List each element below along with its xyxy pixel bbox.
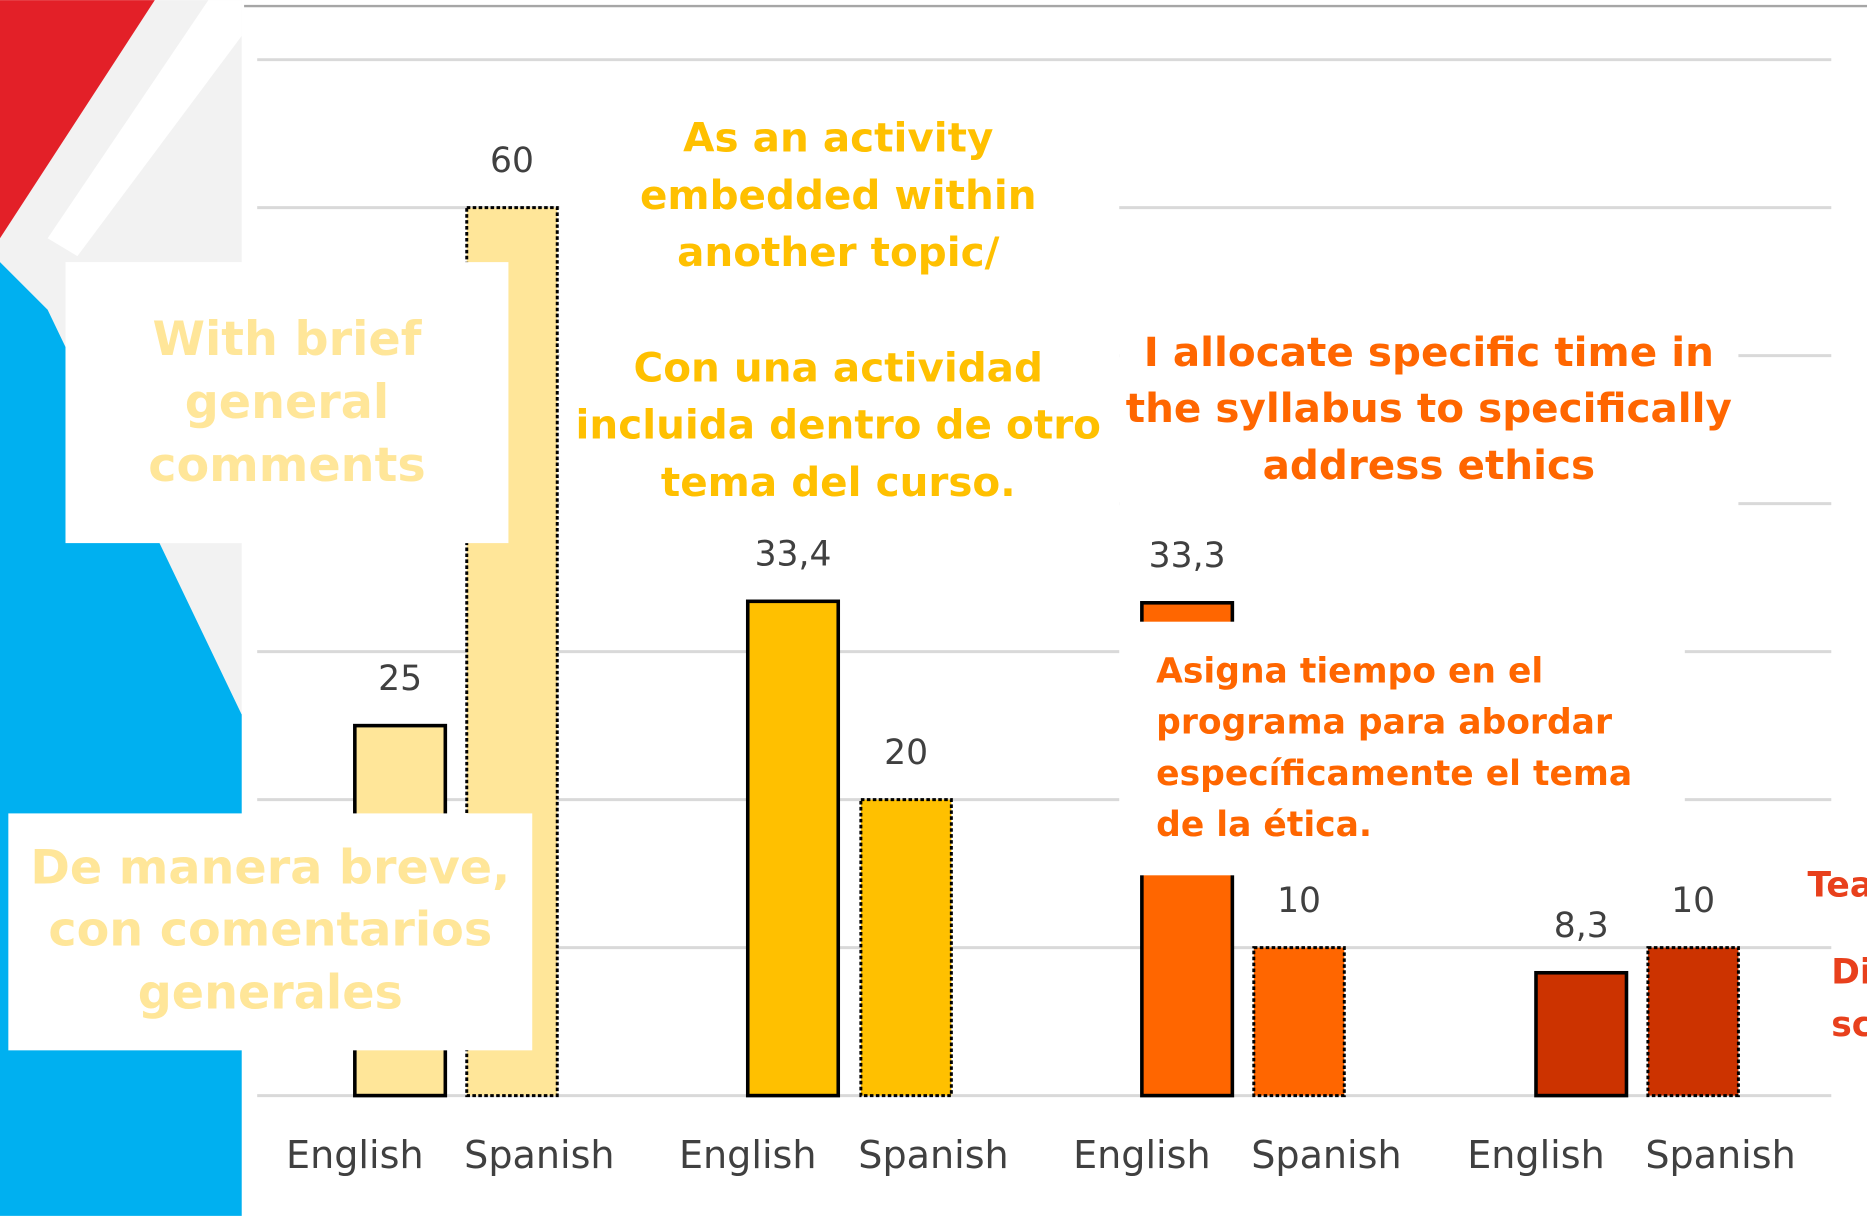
annotation-text: Con una actividad	[634, 343, 1043, 391]
white-stripe	[47, 0, 242, 257]
x-tick-label: Spanish	[1251, 1133, 1401, 1177]
annotation-text: De manera breve,	[30, 841, 510, 896]
annotation-text: comments	[148, 438, 425, 493]
annotation-boxes	[8, 71, 1739, 1051]
annotation-text: específicamente el tema	[1156, 754, 1632, 794]
value-label: 10	[1671, 881, 1715, 921]
x-tick-label: English	[1467, 1133, 1605, 1177]
x-tick-label: Spanish	[1645, 1133, 1795, 1177]
value-label: 33,3	[1149, 536, 1226, 576]
x-tick-label: English	[286, 1133, 424, 1177]
annotation-text: incluida dentro de otro	[576, 401, 1101, 449]
annotation-text: address ethics	[1263, 441, 1595, 489]
annotation-text: I allocate specific time in	[1144, 328, 1714, 376]
value-label: 8,3	[1554, 906, 1609, 946]
annotation-box	[8, 813, 533, 1051]
annotation-text: tema del curso.	[661, 458, 1016, 506]
annotation-text: another topic/	[677, 228, 1000, 276]
annotation-box	[1119, 312, 1739, 515]
annotations: With brief general comments As an activi…	[30, 114, 1867, 1045]
bar	[745, 599, 841, 1098]
x-tick-label: English	[1073, 1133, 1211, 1177]
annotation-box	[559, 71, 1120, 525]
annotation-text: embedded within	[640, 171, 1037, 219]
bar	[1252, 946, 1346, 1098]
value-label: 33,4	[755, 535, 832, 575]
annotation-text: As an activity	[683, 114, 993, 162]
value-label: 25	[378, 659, 422, 699]
x-tick-label: English	[679, 1133, 817, 1177]
x-tick-label: Spanish	[464, 1133, 614, 1177]
value-label: 60	[490, 141, 534, 181]
red-shape	[0, 0, 155, 239]
annotation-text: sc	[1831, 1005, 1867, 1045]
annotation-text: the syllabus to specifically	[1126, 384, 1732, 432]
annotation-text: Tea	[1807, 866, 1867, 906]
annotation-text: generales	[138, 966, 403, 1021]
annotation-text: Di	[1831, 953, 1867, 993]
annotation-text: de la ética.	[1156, 805, 1372, 845]
bar	[1534, 970, 1629, 1098]
annotation-text: programa para abordar	[1156, 703, 1612, 743]
value-label: 20	[884, 733, 928, 773]
annotation-text: Asigna tiempo en el	[1156, 651, 1543, 691]
bar	[1646, 946, 1740, 1098]
x-tick-label: Spanish	[858, 1133, 1008, 1177]
annotation-text: con comentarios	[48, 902, 492, 957]
bar	[859, 798, 953, 1098]
annotation-box	[65, 262, 509, 544]
annotation-text: general	[185, 375, 389, 430]
annotation-text: With brief	[152, 312, 422, 367]
annotation-box	[1119, 621, 1685, 876]
value-label: 10	[1277, 881, 1321, 921]
